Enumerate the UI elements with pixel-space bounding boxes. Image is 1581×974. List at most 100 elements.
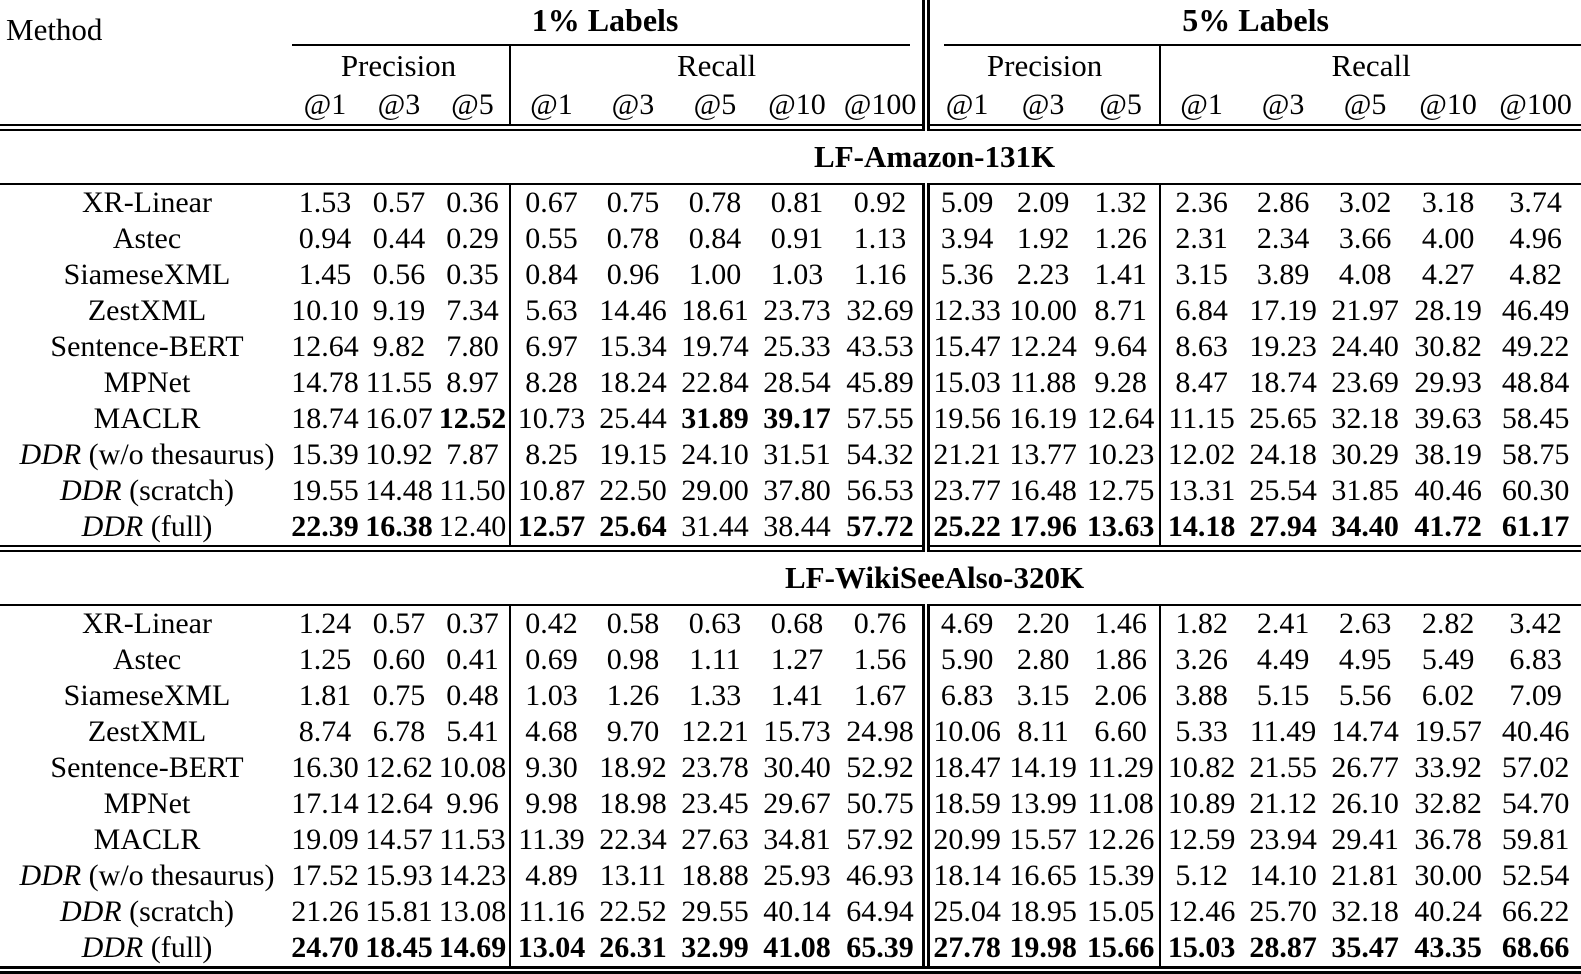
- value-cell: 2.63: [1338, 607, 1392, 640]
- value-cell: 16.30: [291, 751, 359, 784]
- value-cell: 41.72: [1406, 509, 1491, 552]
- value-cell: 29.67: [763, 787, 831, 820]
- value-cell: 2.34: [1256, 222, 1310, 255]
- method-name-italic: DDR: [59, 895, 122, 928]
- value-cell: 16.65: [1009, 859, 1077, 892]
- table-row: DDR (full) 22.39 16.38 12.40 12.57 25.64 31.44…: [0, 509, 1581, 552]
- value-cell: 14.46: [599, 294, 667, 327]
- method-name-italic: DDR: [19, 859, 82, 892]
- value-cell: 8.28: [509, 365, 592, 401]
- value-cell: 12.40: [436, 509, 510, 552]
- value-cell: 1.16: [853, 258, 907, 291]
- value-cell: 10.82: [1159, 750, 1243, 786]
- value-cell: 3.26: [1159, 642, 1243, 678]
- value-cell: 43.53: [846, 330, 914, 363]
- value-cell: 30.00: [1414, 859, 1482, 892]
- method-name-italic: DDR: [81, 510, 144, 543]
- value-cell: 1.33: [688, 679, 742, 712]
- value-cell: 13.63: [1082, 509, 1161, 552]
- value-cell: 19.15: [599, 438, 667, 471]
- value-cell: 7.09: [1509, 679, 1562, 712]
- value-cell: 31.44: [674, 509, 756, 552]
- value-cell: 16.38: [362, 509, 436, 552]
- value-cell: 4.00: [1421, 222, 1475, 255]
- value-cell: 0.57: [372, 607, 426, 640]
- value-cell: 1.27: [770, 643, 824, 676]
- value-cell: 25.64: [592, 509, 674, 552]
- value-cell: 12.64: [1086, 402, 1155, 435]
- table-row: XR-Linear 1.24 0.57 0.37 0.42 0.58 0.63 0.68 0.7…: [0, 605, 1581, 642]
- value-cell: 27.78: [922, 930, 1005, 974]
- value-cell: 21.21: [922, 437, 1005, 473]
- value-cell: 48.84: [1501, 366, 1570, 399]
- value-cell: 29.93: [1414, 366, 1482, 399]
- value-cell: 0.36: [446, 186, 499, 219]
- value-cell: 21.12: [1249, 787, 1317, 820]
- value-cell: 10.92: [365, 438, 433, 471]
- value-cell: 2.23: [1016, 258, 1070, 291]
- value-cell: 19.98: [1004, 930, 1083, 974]
- value-cell: 0.48: [446, 679, 499, 712]
- method-cell: Sentence-BERT: [0, 750, 288, 786]
- value-cell: 21.81: [1331, 859, 1399, 892]
- value-cell: 40.24: [1414, 895, 1482, 928]
- value-cell: 12.24: [1009, 330, 1077, 363]
- value-cell: 11.49: [1249, 715, 1317, 748]
- value-cell: 1.11: [689, 643, 741, 676]
- value-cell: 0.92: [853, 186, 907, 219]
- value-cell: 9.19: [372, 294, 426, 327]
- col-header-p1-at1: @1: [288, 86, 362, 131]
- table-row: DDR (scratch) 21.26 15.81 13.08 11.16 22.52 29…: [0, 894, 1581, 930]
- value-cell: 12.46: [1159, 894, 1243, 930]
- section-title-spacer: [0, 127, 288, 185]
- value-cell: 1.24: [298, 607, 352, 640]
- value-cell: 54.70: [1501, 787, 1570, 820]
- method-name: XR-Linear: [82, 607, 212, 640]
- header-row-at-k: @1 @3 @5 @1 @3 @5 @10 @100 @1 @3 @5 @1 @…: [0, 86, 1581, 131]
- value-cell: 52.54: [1501, 859, 1570, 892]
- value-cell: 6.84: [1159, 293, 1243, 329]
- value-cell: 18.59: [922, 786, 1005, 822]
- value-cell: 40.14: [763, 895, 831, 928]
- value-cell: 13.04: [509, 930, 592, 974]
- rule-under-5pct: [944, 44, 1581, 46]
- value-cell: 21.97: [1331, 294, 1399, 327]
- method-name: XR-Linear: [82, 186, 212, 219]
- method-name: Astec: [112, 643, 182, 676]
- value-cell: 38.19: [1414, 438, 1482, 471]
- value-cell: 1.86: [1094, 643, 1147, 676]
- value-cell: 25.54: [1249, 474, 1317, 507]
- value-cell: 1.46: [1094, 607, 1147, 640]
- value-cell: 17.14: [291, 787, 359, 820]
- col-header-p5-at3: @3: [1004, 86, 1083, 131]
- table-row: MPNet 14.78 11.55 8.97 8.28 18.24 22.84 28.54 45…: [0, 365, 1581, 401]
- value-cell: 14.19: [1009, 751, 1077, 784]
- value-cell: 0.69: [509, 642, 592, 678]
- value-cell: 10.87: [509, 473, 592, 509]
- method-name: MACLR: [93, 402, 201, 435]
- value-cell: 35.47: [1324, 930, 1407, 974]
- group-label-5pct: 5% Labels: [1182, 2, 1329, 38]
- method-name: Sentence-BERT: [50, 330, 244, 363]
- value-cell: 1.26: [1094, 222, 1147, 255]
- value-cell: 15.66: [1082, 930, 1161, 974]
- value-cell: 57.92: [846, 823, 914, 856]
- value-cell: 9.82: [372, 330, 426, 363]
- value-cell: 18.14: [922, 858, 1005, 894]
- value-cell: 0.35: [446, 258, 499, 291]
- value-cell: 25.65: [1249, 402, 1317, 435]
- value-cell: 8.47: [1159, 365, 1243, 401]
- value-cell: 0.94: [298, 222, 352, 255]
- method-cell: DDR (full): [0, 509, 288, 552]
- value-cell: 3.18: [1421, 186, 1475, 219]
- value-cell: 1.56: [853, 643, 907, 676]
- value-cell: 68.66: [1490, 930, 1581, 974]
- value-cell: 22.84: [681, 366, 749, 399]
- value-cell: 0.78: [606, 222, 660, 255]
- value-cell: 1.41: [770, 679, 824, 712]
- table-row: Sentence-BERT 16.30 12.62 10.08 9.30 18.92 23.…: [0, 750, 1581, 786]
- col-header-r5-at10: @10: [1406, 86, 1491, 131]
- value-cell: 0.57: [372, 186, 426, 219]
- value-cell: 29.00: [681, 474, 749, 507]
